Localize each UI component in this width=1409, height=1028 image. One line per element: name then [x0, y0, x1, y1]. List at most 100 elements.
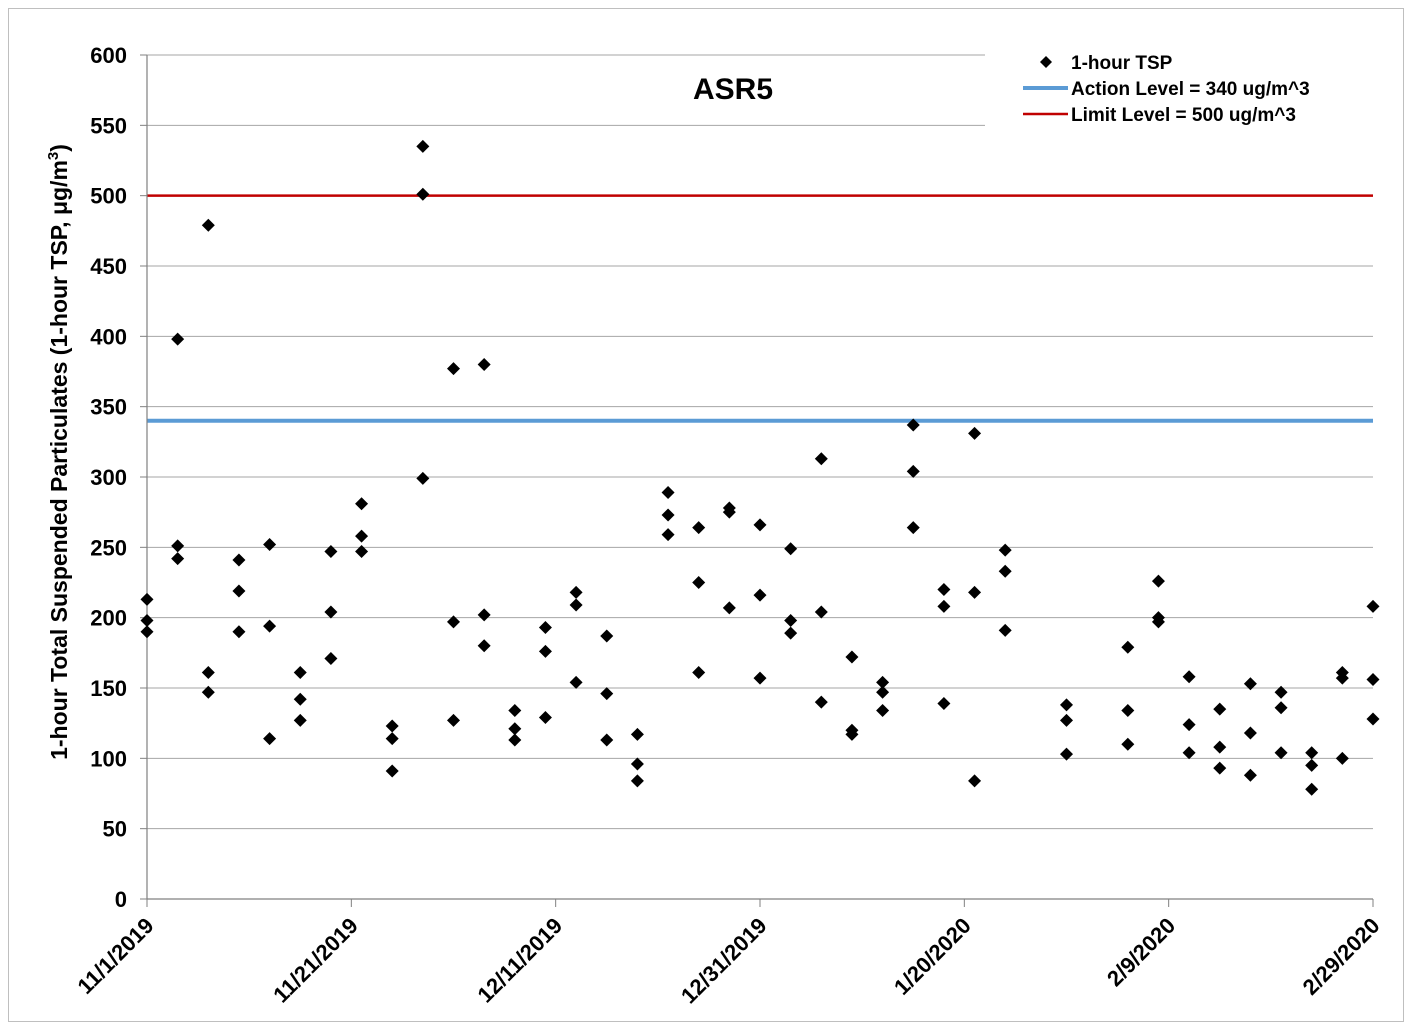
tsp-point [1274, 701, 1288, 715]
tsp-point [232, 625, 246, 639]
tsp-point [1213, 761, 1227, 775]
tsp-point [140, 625, 154, 639]
tsp-point [1121, 704, 1135, 718]
tsp-point [293, 666, 307, 680]
y-axis-title-close: ) [46, 144, 72, 152]
tsp-point [998, 623, 1012, 637]
y-tick-label: 250 [90, 535, 127, 560]
tsp-point [171, 539, 185, 553]
tsp-point [324, 545, 338, 559]
tsp-point [968, 426, 982, 440]
tsp-point [324, 651, 338, 665]
tsp-point [538, 621, 552, 635]
legend-label: Limit Level = 500 ug/m^3 [1071, 105, 1296, 126]
tsp-point [1213, 740, 1227, 754]
tsp-point [600, 733, 614, 747]
tsp-point [906, 521, 920, 535]
x-tick-label: 2/9/2020 [1102, 913, 1180, 991]
tsp-point [661, 485, 675, 499]
chart-title: ASR5 [693, 73, 773, 106]
tsp-point [630, 774, 644, 788]
tsp-point [1060, 713, 1073, 727]
tsp-point [477, 639, 491, 653]
tsp-point [355, 545, 369, 559]
tsp-point [324, 605, 338, 619]
tsp-point [1121, 737, 1135, 751]
tsp-point [814, 452, 828, 466]
tsp-point [508, 722, 522, 736]
chart-frame [8, 8, 1404, 1022]
tsp-point [1305, 782, 1319, 796]
tsp-point [998, 543, 1012, 557]
tsp-point [937, 583, 951, 597]
tsp-point [140, 613, 154, 627]
tsp-point [447, 615, 460, 629]
y-tick-label: 100 [90, 746, 127, 771]
tsp-point [998, 564, 1012, 578]
tsp-point [569, 585, 583, 599]
data-points [140, 139, 1380, 796]
tsp-point [385, 719, 399, 733]
y-tick-label: 300 [90, 465, 127, 490]
tsp-point [1060, 747, 1073, 761]
tsp-point [600, 629, 614, 643]
tsp-point [1366, 673, 1380, 687]
tsp-point [416, 187, 430, 201]
tsp-point [876, 685, 890, 699]
tsp-point [1121, 640, 1135, 654]
tsp-point [661, 528, 675, 542]
tsp-point [906, 464, 920, 478]
tsp-point [416, 139, 430, 153]
tsp-point [814, 695, 828, 709]
y-axis-title-main: 1-hour Total Suspended Particulates (1-h… [46, 160, 72, 760]
tsp-point [876, 675, 890, 689]
tsp-point [447, 713, 460, 727]
tsp-point [845, 650, 859, 664]
tsp-point [753, 588, 767, 602]
tsp-point [876, 704, 890, 718]
y-tick-label: 0 [115, 887, 127, 912]
y-tick-label: 550 [90, 113, 127, 138]
tsp-point [538, 644, 552, 658]
tsp-point [263, 619, 277, 633]
tsp-point [814, 605, 828, 619]
tsp-point [630, 727, 644, 741]
tsp-point [968, 585, 982, 599]
tsp-point [201, 218, 215, 232]
reference-lines [147, 194, 1373, 423]
tsp-point [692, 576, 706, 589]
tsp-point [263, 732, 277, 746]
tsp-point [722, 601, 736, 615]
tsp-point [1243, 726, 1257, 740]
tsp-point [1335, 751, 1349, 765]
legend-diamond-marker [1040, 56, 1052, 68]
tsp-point [447, 362, 460, 376]
tsp-point [508, 704, 522, 718]
tsp-point [906, 418, 920, 432]
tsp-point [569, 675, 583, 689]
x-tick-label: 12/31/2019 [676, 913, 772, 1009]
tsp-point [1060, 698, 1073, 712]
tsp-point [753, 671, 767, 685]
x-tick-label: 1/20/2020 [889, 913, 976, 1000]
tsp-point [600, 687, 614, 701]
tsp-point [1151, 615, 1165, 629]
tsp-point [968, 774, 982, 788]
tsp-point [293, 692, 307, 706]
tsp-point [171, 332, 185, 346]
tsp-point [845, 727, 859, 741]
tsp-point [1366, 712, 1380, 726]
gridlines [147, 54, 1373, 830]
tsp-point [416, 471, 430, 485]
tsp-point [722, 505, 736, 519]
tsp-point [477, 608, 491, 622]
tsp-point [385, 764, 399, 778]
tsp-point [569, 598, 583, 612]
axes [140, 54, 1374, 907]
tsp-point [201, 685, 215, 699]
tsp-point [171, 552, 185, 566]
tsp-point [1213, 702, 1227, 716]
tsp-point [355, 497, 369, 511]
y-tick-label: 450 [90, 254, 127, 279]
